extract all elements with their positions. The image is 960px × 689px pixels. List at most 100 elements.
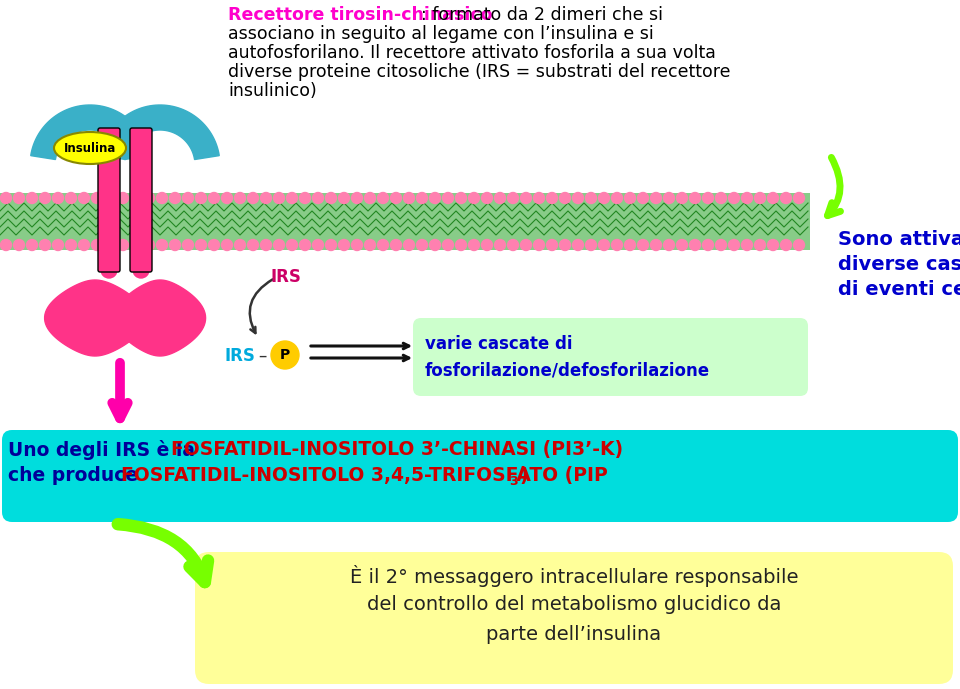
- Circle shape: [546, 192, 558, 203]
- Text: IRS: IRS: [225, 347, 256, 365]
- Circle shape: [637, 192, 649, 203]
- Circle shape: [767, 192, 779, 203]
- Circle shape: [741, 240, 753, 251]
- Circle shape: [222, 240, 232, 251]
- Circle shape: [234, 240, 246, 251]
- Circle shape: [482, 240, 492, 251]
- Polygon shape: [45, 280, 145, 356]
- Circle shape: [429, 192, 441, 203]
- Circle shape: [234, 192, 246, 203]
- Text: varie cascate di
fosforilazione/defosforilazione: varie cascate di fosforilazione/defosfor…: [425, 335, 710, 380]
- Circle shape: [377, 240, 389, 251]
- Circle shape: [663, 240, 675, 251]
- Circle shape: [429, 240, 441, 251]
- Circle shape: [520, 240, 532, 251]
- Circle shape: [612, 240, 622, 251]
- Circle shape: [53, 240, 63, 251]
- Text: insulinico): insulinico): [228, 82, 317, 100]
- Circle shape: [468, 192, 479, 203]
- Text: diverse proteine citosoliche (IRS = substrati del recettore: diverse proteine citosoliche (IRS = subs…: [228, 63, 731, 81]
- Circle shape: [625, 240, 636, 251]
- Circle shape: [131, 192, 141, 203]
- Circle shape: [703, 240, 713, 251]
- Text: 3: 3: [509, 475, 517, 488]
- Circle shape: [572, 192, 584, 203]
- Circle shape: [133, 262, 149, 278]
- Circle shape: [403, 240, 415, 251]
- FancyBboxPatch shape: [0, 193, 810, 250]
- Circle shape: [508, 240, 518, 251]
- Circle shape: [780, 240, 791, 251]
- Circle shape: [79, 192, 89, 203]
- Circle shape: [534, 240, 544, 251]
- Text: associano in seguito al legame con l’insulina e si: associano in seguito al legame con l’ins…: [228, 25, 654, 43]
- Circle shape: [339, 192, 349, 203]
- Circle shape: [131, 240, 141, 251]
- Circle shape: [271, 341, 299, 369]
- Circle shape: [13, 192, 25, 203]
- Circle shape: [248, 240, 258, 251]
- Circle shape: [417, 192, 427, 203]
- Text: FOSFATIDIL-INOSITOLO 3’-CHINASI (PI3’-K): FOSFATIDIL-INOSITOLO 3’-CHINASI (PI3’-K): [171, 440, 623, 459]
- Polygon shape: [114, 280, 205, 356]
- Text: che produce: che produce: [8, 466, 145, 485]
- Circle shape: [156, 192, 167, 203]
- Circle shape: [651, 192, 661, 203]
- Text: FOSFATIDIL-INOSITOLO 3,4,5-TRIFOSFATO (PIP: FOSFATIDIL-INOSITOLO 3,4,5-TRIFOSFATO (P…: [121, 466, 608, 485]
- Circle shape: [794, 240, 804, 251]
- Text: ): ): [519, 466, 528, 485]
- Circle shape: [65, 240, 77, 251]
- Circle shape: [339, 240, 349, 251]
- Circle shape: [286, 192, 298, 203]
- Circle shape: [741, 192, 753, 203]
- Circle shape: [586, 192, 596, 203]
- Text: autofosforilano. Il recettore attivato fosforila a sua volta: autofosforilano. Il recettore attivato f…: [228, 44, 716, 62]
- Circle shape: [391, 192, 401, 203]
- Circle shape: [105, 192, 115, 203]
- Circle shape: [560, 240, 570, 251]
- Circle shape: [27, 240, 37, 251]
- Circle shape: [39, 240, 51, 251]
- FancyBboxPatch shape: [130, 128, 152, 272]
- Circle shape: [365, 240, 375, 251]
- Circle shape: [91, 192, 103, 203]
- Text: IRS: IRS: [270, 268, 300, 286]
- Circle shape: [689, 240, 701, 251]
- Circle shape: [729, 240, 739, 251]
- Circle shape: [755, 192, 765, 203]
- Circle shape: [534, 192, 544, 203]
- Circle shape: [196, 240, 206, 251]
- Circle shape: [79, 240, 89, 251]
- Text: È il 2° messaggero intracellulare responsabile: È il 2° messaggero intracellulare respon…: [349, 565, 799, 587]
- Circle shape: [780, 192, 791, 203]
- Circle shape: [794, 192, 804, 203]
- Circle shape: [65, 192, 77, 203]
- Text: –: –: [258, 347, 266, 365]
- Circle shape: [365, 192, 375, 203]
- Circle shape: [208, 240, 220, 251]
- Circle shape: [560, 192, 570, 203]
- Circle shape: [443, 240, 453, 251]
- Text: del controllo del metabolismo glucidico da: del controllo del metabolismo glucidico …: [367, 595, 781, 614]
- Circle shape: [313, 192, 324, 203]
- Circle shape: [286, 240, 298, 251]
- Text: Uno degli IRS è la: Uno degli IRS è la: [8, 440, 202, 460]
- Circle shape: [325, 192, 337, 203]
- Text: Recettore tirosin-chinasico: Recettore tirosin-chinasico: [228, 6, 492, 24]
- Circle shape: [117, 192, 129, 203]
- Circle shape: [677, 192, 687, 203]
- Circle shape: [443, 192, 453, 203]
- FancyBboxPatch shape: [98, 128, 120, 272]
- Circle shape: [677, 240, 687, 251]
- Circle shape: [170, 192, 180, 203]
- Circle shape: [260, 240, 272, 251]
- Circle shape: [300, 192, 310, 203]
- Circle shape: [729, 192, 739, 203]
- FancyBboxPatch shape: [2, 430, 958, 522]
- Circle shape: [351, 192, 363, 203]
- Circle shape: [494, 192, 506, 203]
- Circle shape: [520, 192, 532, 203]
- Circle shape: [455, 240, 467, 251]
- Circle shape: [143, 192, 155, 203]
- Circle shape: [598, 192, 610, 203]
